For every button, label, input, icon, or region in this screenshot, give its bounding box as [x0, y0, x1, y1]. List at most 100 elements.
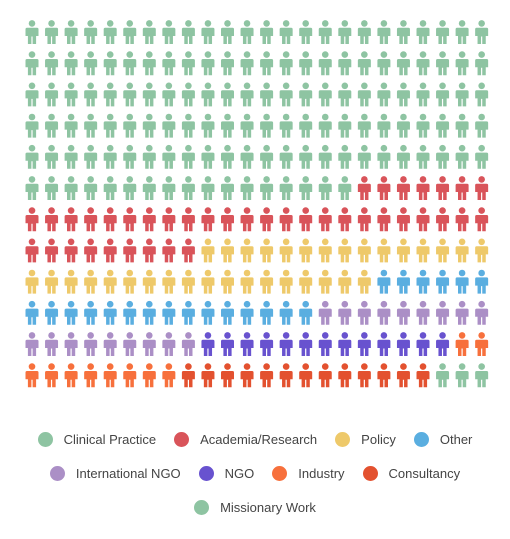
person-icon-policy — [338, 269, 352, 294]
person-icon-clinical-practice — [201, 144, 215, 169]
person-icon-clinical-practice — [64, 144, 78, 169]
person-icon-clinical-practice — [260, 144, 274, 169]
person-icon-other — [25, 300, 39, 325]
person-icon-industry — [123, 363, 137, 388]
person-icon-policy — [455, 238, 469, 263]
person-icon-clinical-practice — [123, 113, 137, 138]
person-icon-clinical-practice — [201, 113, 215, 138]
person-icon-clinical-practice — [318, 82, 332, 107]
person-icon-industry — [45, 363, 59, 388]
person-icon-academia-research — [416, 207, 430, 232]
person-icon-industry — [84, 363, 98, 388]
person-icon-academia-research — [201, 207, 215, 232]
person-icon-clinical-practice — [162, 82, 176, 107]
person-icon-clinical-practice — [142, 82, 156, 107]
person-icon-policy — [142, 269, 156, 294]
person-icon-academia-research — [84, 207, 98, 232]
person-icon-policy — [299, 269, 313, 294]
person-icon-clinical-practice — [416, 51, 430, 76]
person-icon-academia-research — [357, 207, 371, 232]
legend-label-clinical-practice: Clinical Practice — [63, 432, 157, 447]
person-icon-clinical-practice — [64, 20, 78, 44]
person-icon-academia-research — [221, 207, 234, 232]
person-icon-academia-research — [396, 207, 410, 232]
person-icon-clinical-practice — [357, 20, 371, 44]
person-icon-clinical-practice — [338, 51, 352, 76]
person-icon-other — [377, 269, 391, 294]
person-icon-clinical-practice — [318, 176, 332, 200]
person-icon-clinical-practice — [103, 113, 117, 138]
legend-swatch-industry — [272, 466, 288, 481]
person-icon-ngo — [221, 332, 234, 356]
person-icon-consultancy — [279, 363, 293, 388]
person-icon-clinical-practice — [338, 144, 352, 169]
person-icon-clinical-practice — [279, 82, 293, 107]
person-icon-clinical-practice — [181, 20, 195, 44]
person-icon-clinical-practice — [84, 82, 98, 107]
person-icon-policy — [436, 238, 450, 263]
person-icon-policy — [201, 238, 215, 263]
person-icon-industry — [475, 332, 489, 356]
person-icon-academia-research — [123, 207, 137, 232]
legend-item-missionary-work: Missionary Work — [194, 500, 316, 515]
person-icon-policy — [103, 269, 117, 294]
person-icon-clinical-practice — [436, 144, 450, 169]
person-icon-academia-research — [436, 176, 450, 200]
person-icon-academia-research — [318, 207, 332, 232]
person-icon-clinical-practice — [396, 82, 410, 107]
person-icon-clinical-practice — [201, 176, 215, 200]
person-icon-clinical-practice — [475, 82, 489, 107]
person-icon-clinical-practice — [377, 144, 391, 169]
person-icon-academia-research — [142, 207, 156, 232]
person-icon-clinical-practice — [338, 20, 352, 44]
person-icon-clinical-practice — [396, 20, 410, 44]
person-icon-other — [84, 300, 98, 325]
person-icon-academia-research — [475, 176, 489, 200]
person-icon-clinical-practice — [455, 113, 469, 138]
person-icon-clinical-practice — [318, 113, 332, 138]
legend-swatch-international-ngo — [49, 466, 65, 481]
person-icon-clinical-practice — [357, 144, 371, 169]
person-icon-clinical-practice — [475, 20, 489, 44]
legend-row-1: Clinical Practice Academia/Research Poli… — [0, 432, 510, 447]
person-icon-other — [475, 269, 489, 294]
legend-label-industry: Industry — [298, 466, 345, 481]
person-icon-clinical-practice — [45, 20, 59, 44]
person-icon-clinical-practice — [279, 20, 293, 44]
person-icon-consultancy — [260, 363, 274, 388]
person-icon-policy — [25, 269, 39, 294]
person-icon-academia-research — [455, 176, 469, 200]
person-icon-clinical-practice — [299, 113, 313, 138]
legend-item-industry: Industry — [272, 466, 345, 481]
person-icon-academia-research — [45, 238, 59, 263]
person-icon-policy — [181, 269, 195, 294]
person-icon-international-ngo — [142, 332, 156, 356]
person-icon-policy — [201, 269, 215, 294]
person-icon-clinical-practice — [181, 176, 195, 200]
person-icon-clinical-practice — [221, 82, 234, 107]
person-icon-academia-research — [436, 207, 450, 232]
person-icon-policy — [396, 238, 410, 263]
person-icon-clinical-practice — [260, 20, 274, 44]
legend-swatch-missionary-work — [194, 500, 210, 515]
person-icon-academia-research — [103, 207, 117, 232]
person-icon-international-ngo — [123, 332, 137, 356]
legend-label-missionary-work: Missionary Work — [220, 500, 316, 515]
person-icon-clinical-practice — [260, 113, 274, 138]
person-icon-policy — [162, 269, 176, 294]
person-icon-clinical-practice — [436, 82, 450, 107]
person-icon-industry — [162, 363, 176, 388]
person-icon-academia-research — [475, 207, 489, 232]
person-icon-policy — [260, 269, 274, 294]
person-icon-policy — [318, 238, 332, 263]
person-icon-academia-research — [396, 176, 410, 200]
person-icon-clinical-practice — [436, 113, 450, 138]
person-icon-clinical-practice — [25, 82, 39, 107]
person-icon-clinical-practice — [103, 144, 117, 169]
person-icon-clinical-practice — [416, 144, 430, 169]
person-icon-academia-research — [338, 207, 352, 232]
person-icon-academia-research — [64, 207, 78, 232]
person-icon-policy — [318, 269, 332, 294]
person-icon-consultancy — [240, 363, 254, 388]
person-icon-other — [455, 269, 469, 294]
